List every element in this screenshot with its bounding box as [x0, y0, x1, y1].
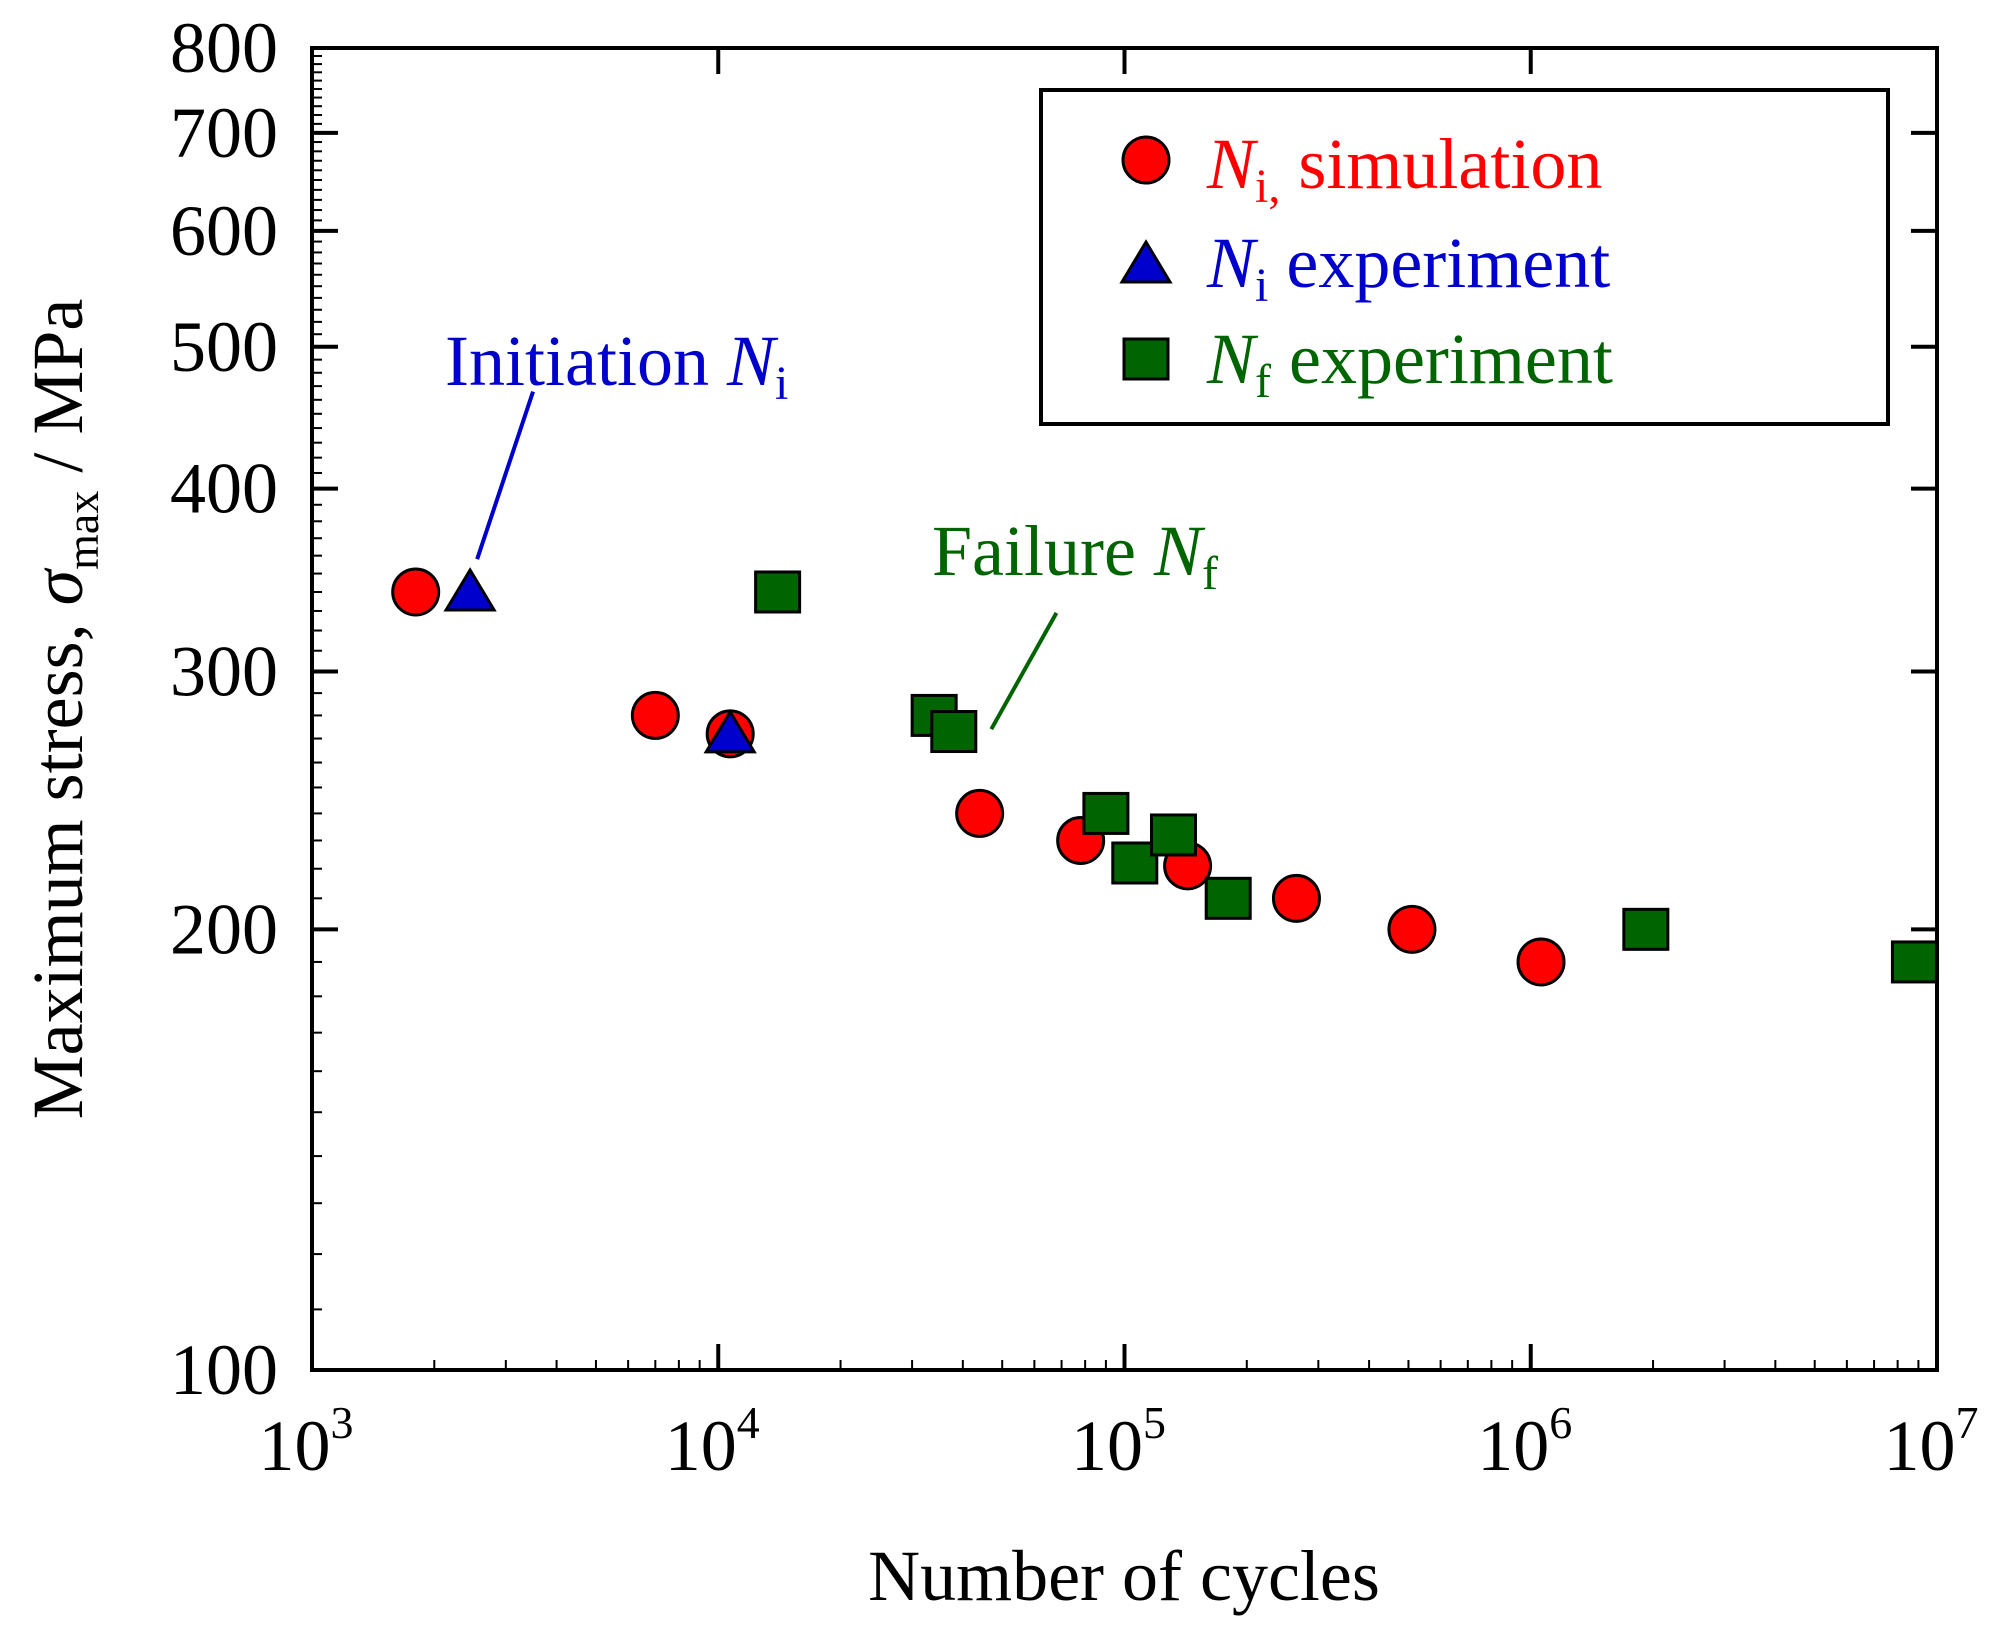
x-tick-base: 10: [259, 1406, 331, 1486]
data-points: [391, 567, 1938, 987]
x-tick-exponent: 7: [1956, 1397, 1979, 1448]
y-tick-label: 700: [170, 93, 278, 173]
nf-experiment-point: [930, 710, 978, 754]
failure-label-symbol: N: [1153, 511, 1206, 591]
x-tick-exponent: 3: [331, 1397, 354, 1448]
failure-pointer-line: [989, 611, 1059, 731]
ni-experiment-point: [443, 567, 497, 612]
simulation-point: [1516, 937, 1566, 987]
legend-nf-sub: f: [1255, 355, 1271, 408]
y-axis-label-prefix: Maximum stress,: [18, 605, 98, 1119]
x-tick-label: 105: [1071, 1397, 1166, 1486]
nf-experiment-point: [754, 570, 802, 614]
initiation-label-sub: i: [775, 357, 788, 410]
legend-square-marker: [1122, 337, 1170, 381]
nf-experiment-point: [1622, 907, 1670, 951]
x-tick-exponent: 6: [1549, 1397, 1572, 1448]
x-tick-exponent: 4: [737, 1397, 760, 1448]
y-tick-label: 100: [170, 1330, 278, 1410]
y-axis-label-subscript: max: [57, 491, 108, 570]
x-tick-label: 106: [1477, 1397, 1572, 1486]
y-axis-label-symbol: σ: [18, 567, 98, 605]
failure-label-text: Failure: [932, 511, 1154, 591]
legend-triangle-marker: [1119, 239, 1173, 284]
x-tick-base: 10: [1477, 1406, 1549, 1486]
legend-box: [1039, 88, 1890, 426]
initiation-label: Initiation Ni: [445, 321, 788, 410]
legend: Ni, simulation Ni experiment Nf experime…: [1039, 88, 1890, 426]
nf-experiment-point: [1149, 813, 1197, 857]
legend-simulation-text: simulation: [1280, 124, 1602, 204]
initiation-label-text: Initiation: [445, 321, 727, 401]
legend-nf-text: experiment: [1271, 319, 1613, 399]
x-axis-label: Number of cycles: [868, 1536, 1380, 1616]
y-tick-label: 600: [170, 191, 278, 271]
simulation-point: [391, 567, 441, 617]
legend-nf-symbol: N: [1206, 319, 1259, 399]
x-tick-base: 10: [665, 1406, 737, 1486]
simulation-point: [1387, 904, 1437, 954]
legend-ni-symbol: N: [1206, 223, 1259, 303]
simulation-point: [1271, 873, 1321, 923]
x-tick-exponent: 5: [1143, 1397, 1166, 1448]
legend-entry-simulation: Ni, simulation: [1206, 124, 1602, 213]
failure-label-sub: f: [1202, 547, 1218, 600]
legend-entry-ni-experiment: Ni experiment: [1206, 223, 1610, 312]
failure-label: Failure Nf: [932, 511, 1218, 600]
y-axis-label: Maximum stress, σmax / MPa: [18, 299, 108, 1120]
y-tick-label: 800: [170, 8, 278, 88]
legend-simulation-symbol: N: [1206, 124, 1259, 204]
x-tick-base: 10: [1071, 1406, 1143, 1486]
x-tick-label: 107: [1884, 1397, 1979, 1486]
y-tick-label: 500: [170, 307, 278, 387]
initiation-label-symbol: N: [726, 321, 779, 401]
initiation-pointer-line: [475, 390, 535, 560]
y-axis-label-suffix: / MPa: [18, 299, 98, 491]
legend-entry-nf-experiment: Nf experiment: [1206, 319, 1613, 408]
nf-experiment-point: [1204, 876, 1252, 920]
y-tick-label: 300: [170, 632, 278, 712]
y-tick-label: 400: [170, 449, 278, 529]
x-tick-label: 103: [259, 1397, 354, 1486]
ni-experiment-point: [703, 708, 757, 754]
legend-ni-text: experiment: [1268, 223, 1610, 303]
y-tick-label: 200: [170, 889, 278, 969]
x-tick-base: 10: [1884, 1406, 1956, 1486]
nf-experiment-point: [1111, 841, 1159, 885]
legend-circle-marker: [1121, 135, 1171, 185]
nf-experiment-point: [1082, 791, 1130, 835]
simulation-point: [955, 788, 1005, 838]
legend-simulation-sub: i,: [1255, 160, 1280, 213]
simulation-point: [630, 690, 680, 740]
nf-experiment-point: [1890, 940, 1938, 984]
annotations: Initiation Ni Failure Nf: [445, 321, 1218, 731]
legend-ni-sub: i: [1255, 259, 1268, 312]
x-axis-ticks: 103 104 105 106 107: [259, 48, 1979, 1486]
x-tick-label: 104: [665, 1397, 760, 1486]
